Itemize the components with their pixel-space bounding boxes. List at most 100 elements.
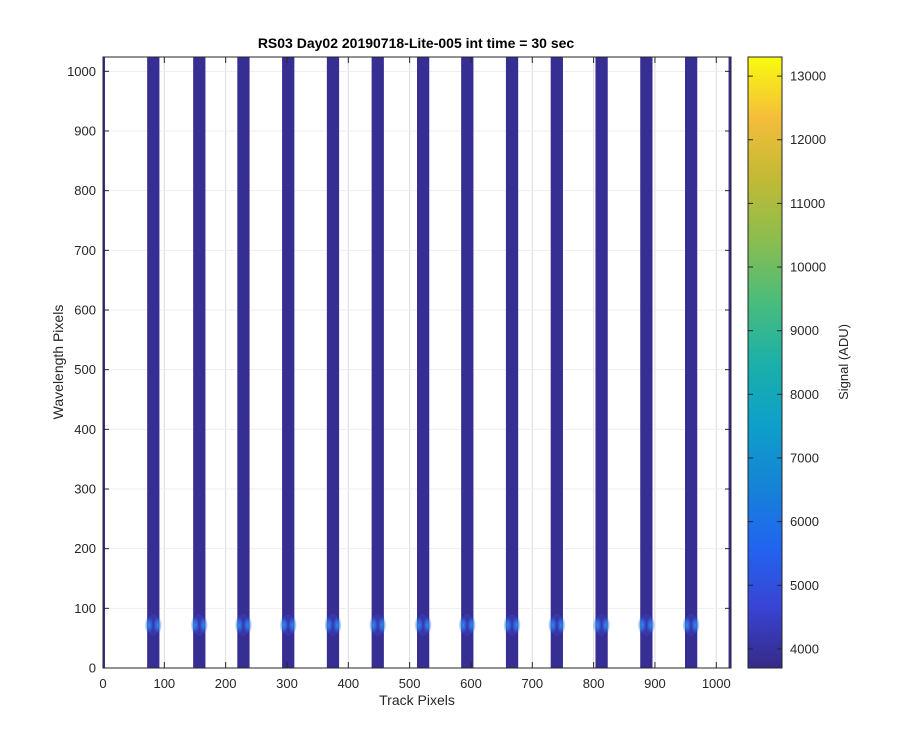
colorbar-frame [747, 56, 783, 669]
x-tick-label: 1000 [702, 676, 731, 691]
signal-spot-core [505, 614, 519, 637]
track-band [505, 57, 519, 668]
colorbar-label: Signal (ADU) [836, 324, 851, 400]
y-tick-label: 800 [74, 183, 96, 198]
signal-spot [548, 616, 558, 635]
signal-spot [503, 616, 513, 635]
track-band [371, 57, 384, 668]
colorbar-tick-label: 7000 [790, 450, 819, 465]
x-axis-label: Track Pixels [379, 692, 455, 708]
signal-spot [466, 616, 476, 635]
track-band [685, 57, 698, 668]
signal-spot [458, 616, 468, 635]
signal-spot [243, 616, 253, 635]
track-band [640, 57, 653, 668]
signal-spot [690, 616, 700, 635]
x-tick-label: 200 [215, 676, 237, 691]
signal-spot-core [595, 614, 608, 637]
signal-spot-core [282, 614, 295, 637]
signal-spot [422, 616, 432, 635]
signal-spot [414, 616, 424, 635]
track-band [103, 57, 105, 668]
y-tick-label: 100 [74, 601, 96, 616]
plot-area: 0 100 200 300 400 500 600 700 800 900 1000 0 100 200… [67, 56, 732, 691]
colorbar-tick-label: 12000 [790, 132, 826, 147]
signal-spot-core [685, 614, 698, 637]
x-tick-label: 500 [399, 676, 421, 691]
signal-spot [279, 616, 289, 635]
colorbar-gradient [748, 57, 782, 668]
x-tick-label: 300 [276, 676, 298, 691]
x-tick-label: 600 [460, 676, 482, 691]
y-tick-label: 1000 [67, 64, 96, 79]
signal-spot [601, 616, 611, 635]
track-band [282, 57, 295, 668]
signal-spot-core [461, 614, 474, 637]
signal-spot [637, 616, 647, 635]
y-tick-label: 200 [74, 541, 96, 556]
signal-spot-core [371, 614, 384, 637]
track-band [728, 57, 731, 668]
colorbar-tick-label: 5000 [790, 578, 819, 593]
track-band [237, 57, 250, 668]
signal-spot [324, 616, 334, 635]
signal-spot [511, 616, 521, 635]
x-axis-ticks: 0 100 200 300 400 500 600 700 800 900 1000 [99, 57, 731, 691]
colorbar-tick-label: 8000 [790, 387, 819, 402]
signal-spot [198, 616, 208, 635]
y-tick-label: 400 [74, 422, 96, 437]
chart-title: RS03 Day02 20190718-Lite-005 int time = … [258, 35, 575, 51]
signal-spot-core [237, 614, 250, 637]
x-tick-label: 400 [337, 676, 359, 691]
y-tick-label: 700 [74, 243, 96, 258]
track-band [461, 57, 474, 668]
track-bands [103, 57, 731, 668]
colorbar-tick-label: 6000 [790, 514, 819, 529]
x-tick-label: 900 [644, 676, 666, 691]
signal-spot [152, 616, 162, 635]
signal-spot-core [193, 614, 206, 637]
track-band [193, 57, 206, 668]
track-band [147, 57, 160, 668]
colorbar-tick-label: 10000 [790, 260, 826, 275]
signal-spot [592, 616, 602, 635]
x-tick-label: 0 [99, 676, 106, 691]
track-band [595, 57, 608, 668]
signal-spot [190, 616, 200, 635]
y-axis-ticks: 0 100 200 300 400 500 600 700 800 900 1000 [67, 64, 731, 676]
signal-spots [144, 614, 700, 637]
y-tick-label: 0 [89, 661, 96, 676]
signal-spot [377, 616, 387, 635]
colorbar-tick-label: 9000 [790, 323, 819, 338]
y-tick-label: 500 [74, 362, 96, 377]
colorbar-tick-label: 13000 [790, 69, 826, 84]
colorbar-tick-label: 11000 [790, 196, 825, 211]
signal-spot-core [326, 614, 340, 637]
x-tick-label: 100 [153, 676, 175, 691]
signal-spot [234, 616, 244, 635]
y-tick-label: 300 [74, 481, 96, 496]
colorbar: 4000 5000 6000 7000 8000 9000 10000 11000 12000 1… [747, 56, 851, 669]
signal-spot-core [147, 614, 160, 637]
signal-spot [646, 616, 655, 635]
y-axis-label: Wavelength Pixels [50, 305, 66, 420]
signal-spot [287, 616, 297, 635]
signal-spot-core [550, 614, 563, 637]
signal-spot [144, 616, 154, 635]
x-tick-label: 700 [521, 676, 543, 691]
signal-spot-core [417, 614, 430, 637]
plot-frame [102, 56, 732, 669]
signal-spot-core [640, 614, 653, 637]
y-tick-label: 900 [74, 123, 96, 138]
signal-spot [369, 616, 379, 635]
colorbar-ticks: 4000 5000 6000 7000 8000 9000 10000 11000 12000 1… [748, 69, 826, 656]
colorbar-tick-label: 4000 [790, 641, 819, 656]
y-tick-label: 600 [74, 302, 96, 317]
x-tick-label: 800 [583, 676, 605, 691]
signal-spot [682, 616, 692, 635]
signal-spot [556, 616, 566, 635]
track-band [326, 57, 340, 668]
signal-spot [332, 616, 342, 635]
track-band [417, 57, 430, 668]
